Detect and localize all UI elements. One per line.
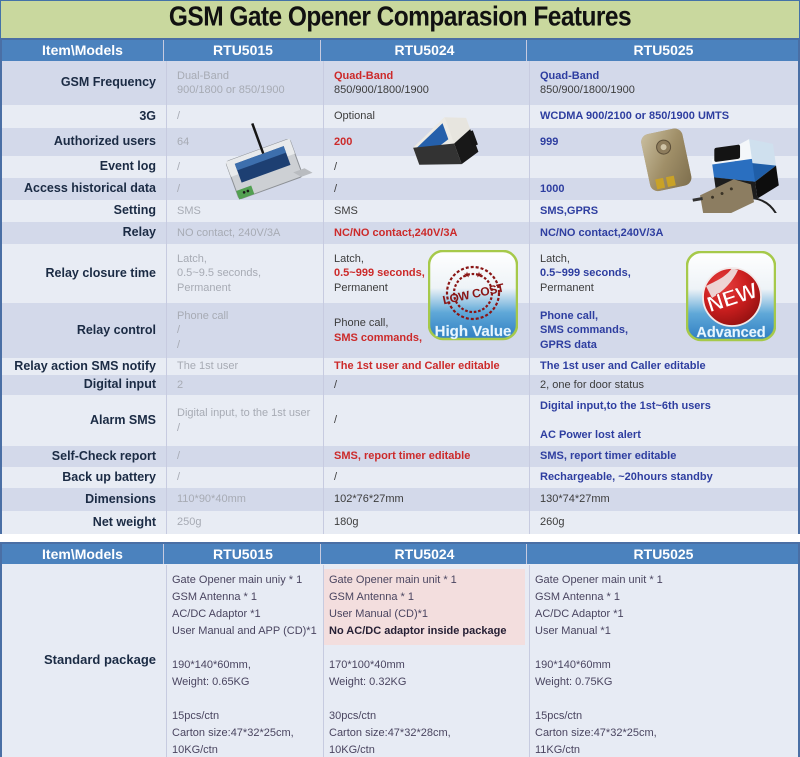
svg-text:Advanced: Advanced [696, 325, 765, 341]
svg-text:★: ★ [464, 271, 471, 279]
svg-text:High Value: High Value [435, 323, 512, 340]
svg-text:★: ★ [476, 271, 483, 279]
